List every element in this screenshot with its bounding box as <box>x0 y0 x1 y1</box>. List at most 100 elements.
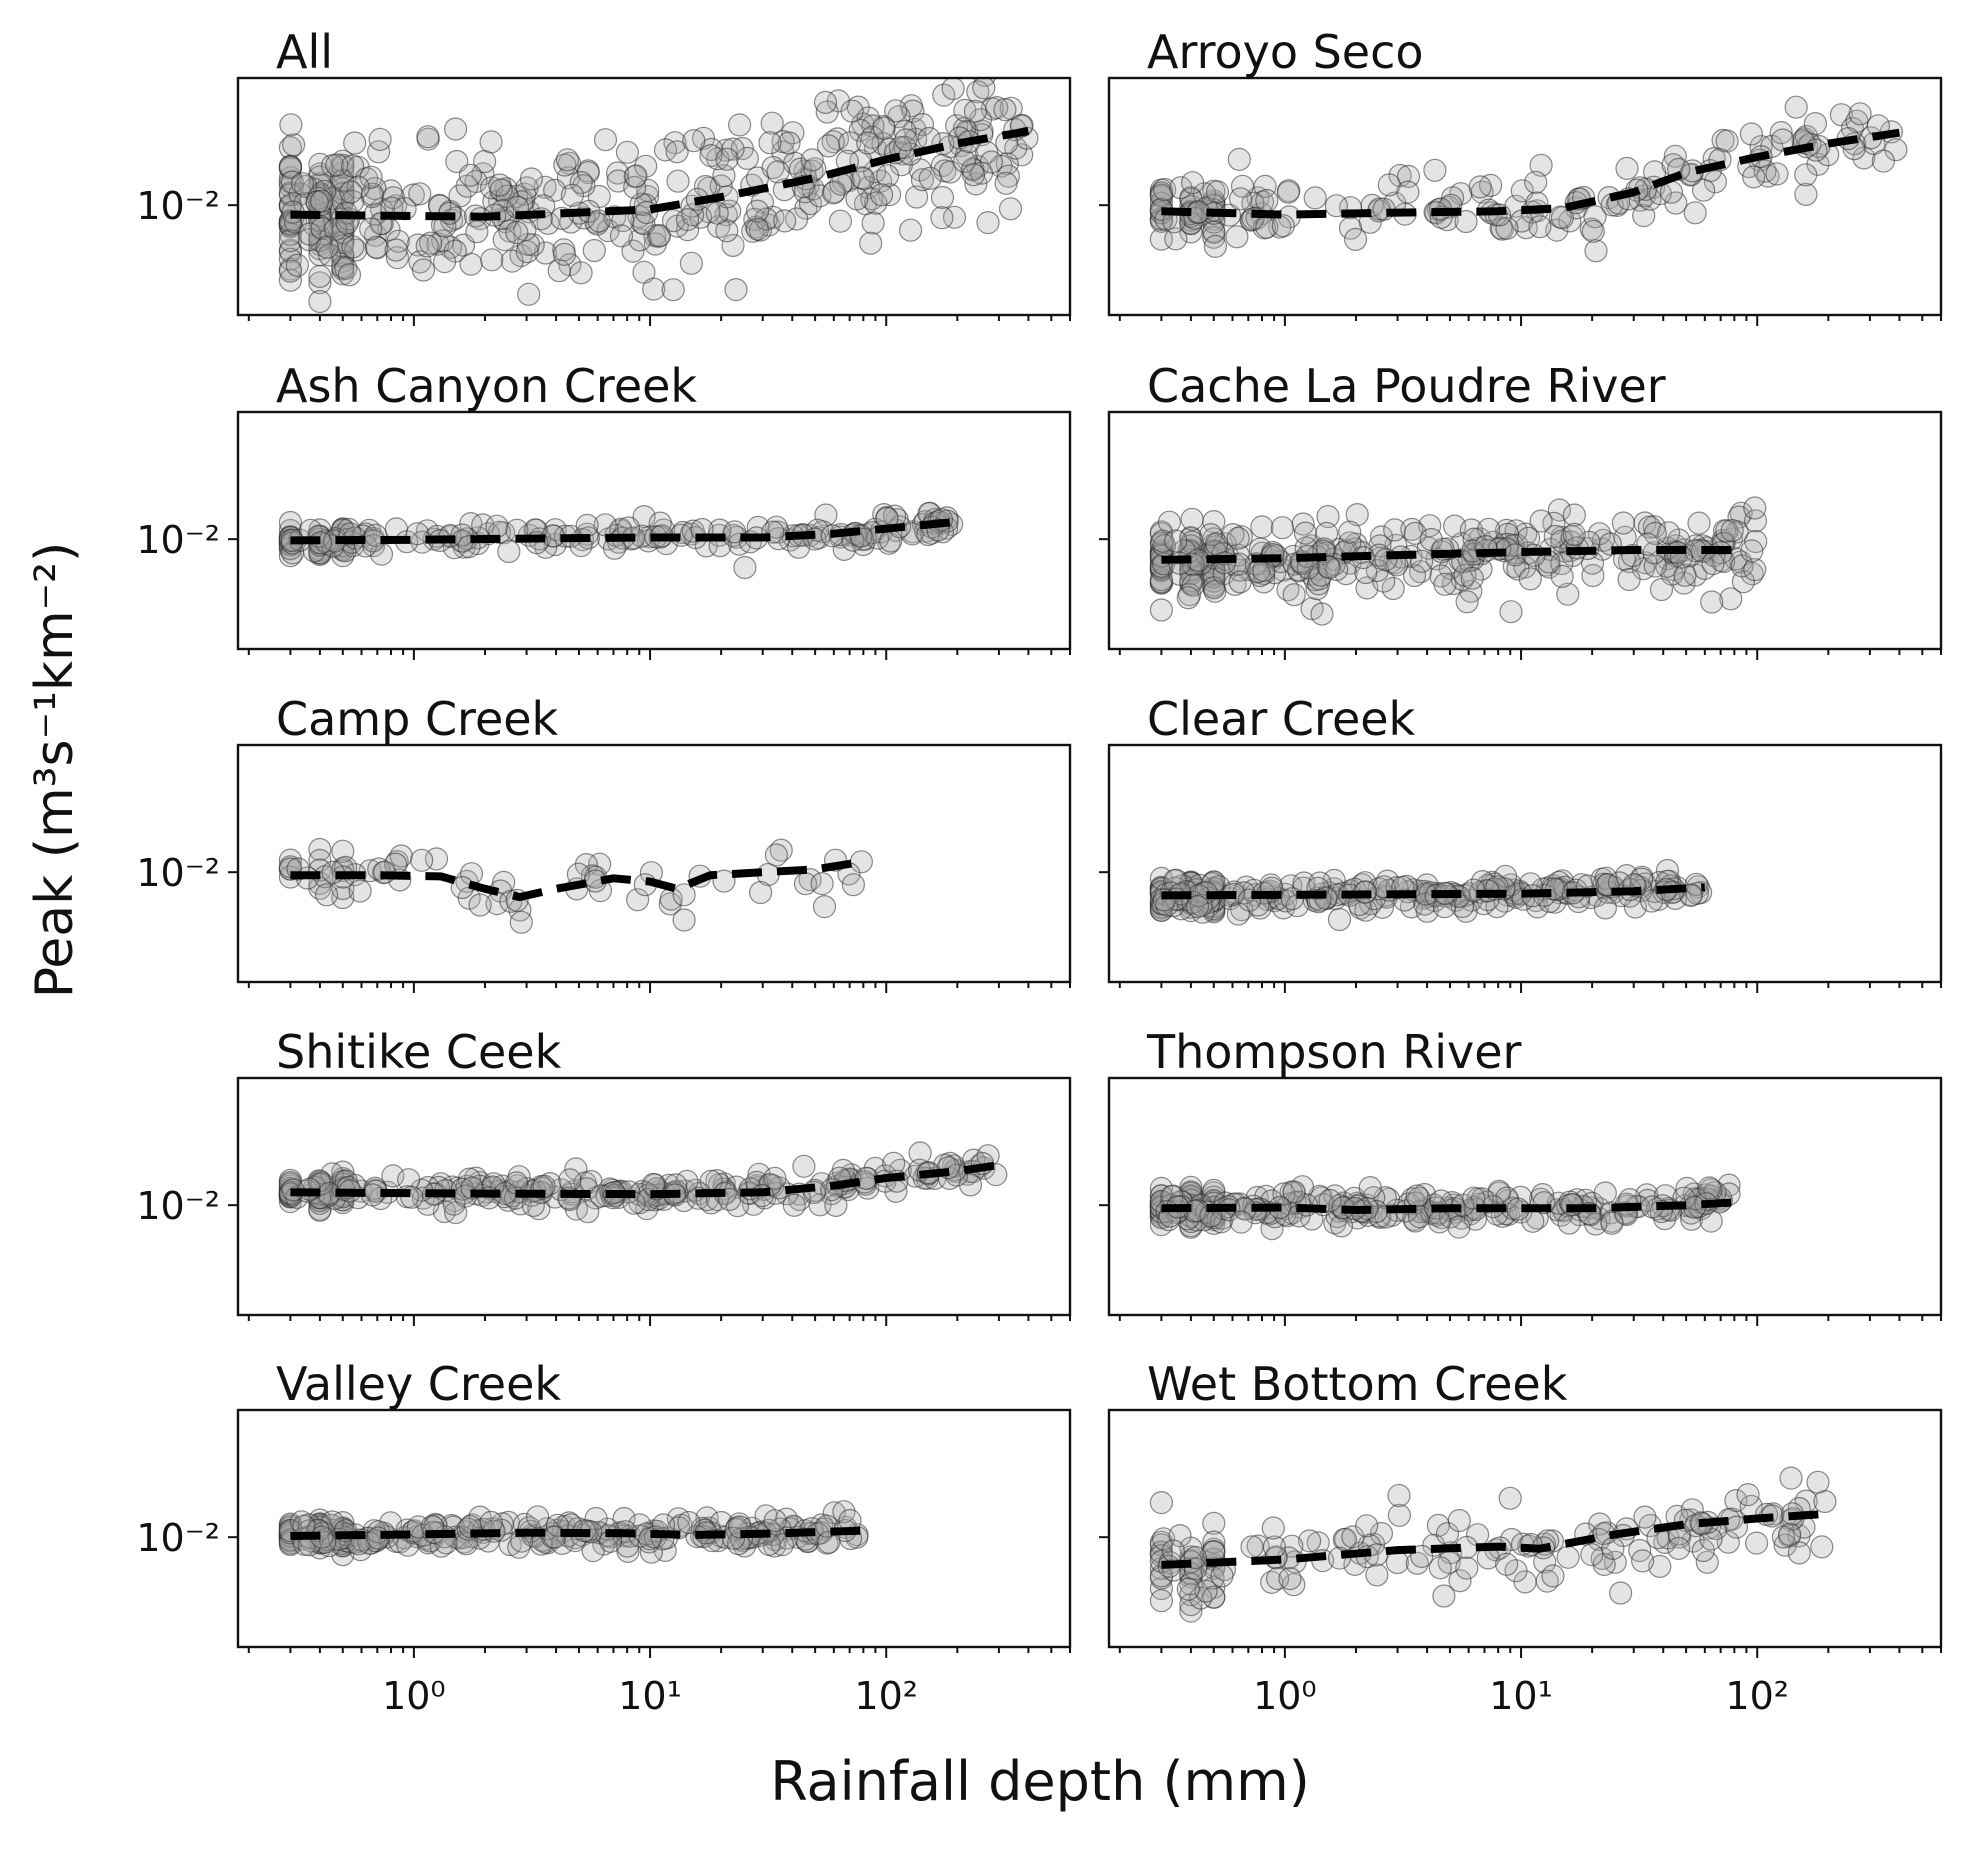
x-tick-label: 10⁰ <box>382 1674 446 1718</box>
trend-line <box>290 127 1030 221</box>
data-point <box>822 180 847 204</box>
data-point <box>1736 1482 1760 1507</box>
data-point <box>1433 572 1457 596</box>
data-point <box>1653 1530 1677 1555</box>
data-point <box>278 136 302 160</box>
x-tick-label: 10² <box>1725 1674 1789 1718</box>
data-point <box>433 250 457 274</box>
panel-title: Thompson River <box>1146 1025 1522 1079</box>
data-point <box>1293 521 1318 545</box>
data-point <box>1202 1511 1226 1535</box>
data-point <box>1617 567 1641 592</box>
data-point <box>1176 1577 1200 1601</box>
data-point <box>963 99 988 123</box>
data-point <box>1427 1210 1452 1234</box>
panel: Ash Canyon Creek 10⁻² <box>136 359 1072 660</box>
data-point <box>488 173 512 197</box>
data-point <box>812 894 837 919</box>
trend-line <box>290 517 958 545</box>
data-point <box>908 1141 932 1165</box>
data-point <box>1717 1173 1741 1197</box>
data-point <box>519 167 544 191</box>
data-point <box>958 1173 983 1197</box>
data-point <box>1672 571 1696 595</box>
data-point <box>587 209 611 233</box>
y-tick-label: 10⁻² <box>136 1184 220 1228</box>
data-point <box>1202 1585 1226 1609</box>
panel-frame <box>236 76 1072 317</box>
data-point <box>721 233 745 257</box>
data-point <box>368 127 392 151</box>
data-point <box>973 78 997 87</box>
x-tick-label: 10¹ <box>618 1674 682 1718</box>
data-point <box>845 187 869 211</box>
data-point <box>1194 1579 1218 1603</box>
data-point <box>1584 239 1608 263</box>
data-point <box>406 233 430 257</box>
data-point <box>1459 518 1484 542</box>
data-point <box>1742 165 1766 189</box>
data-point <box>1310 602 1334 626</box>
data-point <box>278 848 302 872</box>
data-point <box>1550 551 1574 576</box>
panel-frame <box>1107 76 1943 317</box>
data-point <box>785 207 809 231</box>
data-point <box>558 1168 582 1192</box>
data-point <box>552 242 577 266</box>
data-point <box>1385 1550 1410 1575</box>
data-point <box>401 183 425 207</box>
data-point <box>505 220 529 245</box>
data-point <box>898 218 923 242</box>
data-point <box>584 1506 608 1531</box>
data-point <box>1329 1214 1354 1238</box>
data-point <box>715 147 739 171</box>
data-point <box>450 523 474 547</box>
data-point <box>1272 1182 1296 1206</box>
plot-area <box>1149 496 1768 626</box>
data-point <box>1432 1584 1456 1608</box>
data-point <box>682 129 706 153</box>
data-point <box>555 148 580 172</box>
data-point <box>964 172 988 196</box>
data-point <box>1252 558 1276 583</box>
data-point <box>343 131 367 155</box>
data-point <box>1739 122 1764 146</box>
data-point <box>485 514 509 538</box>
data-point <box>1719 587 1743 611</box>
data-point <box>1720 518 1744 543</box>
data-point <box>861 211 885 235</box>
data-point <box>1550 564 1574 589</box>
panel-title: Shitike Ceek <box>276 1025 562 1079</box>
data-point <box>1871 149 1896 173</box>
x-tick-label: 10² <box>854 1674 918 1718</box>
data-point <box>727 113 752 137</box>
data-point <box>672 883 696 907</box>
data-point <box>1161 1539 1186 1563</box>
data-point <box>1715 519 1739 543</box>
data-point <box>1358 1175 1382 1200</box>
data-point <box>1355 1514 1379 1538</box>
data-point <box>625 888 650 912</box>
data-point <box>910 168 935 192</box>
data-point <box>1387 1483 1411 1508</box>
panel: Cache La Poudre River <box>1099 359 1943 660</box>
data-point <box>408 182 432 206</box>
panel-title: Valley Creek <box>276 1357 561 1411</box>
plot-area <box>278 501 964 580</box>
data-point <box>278 155 302 179</box>
data-point <box>609 224 634 248</box>
plot-area <box>1149 858 1713 932</box>
data-point <box>1325 557 1349 582</box>
data-point <box>1649 577 1674 602</box>
data-point <box>1784 95 1808 119</box>
data-point <box>815 100 839 124</box>
plot-area <box>278 78 1039 314</box>
data-point <box>1468 175 1492 199</box>
data-point <box>616 1539 640 1564</box>
data-point <box>1765 162 1789 186</box>
data-point <box>679 251 704 275</box>
data-point <box>1354 560 1378 585</box>
data-point <box>1787 1541 1811 1565</box>
